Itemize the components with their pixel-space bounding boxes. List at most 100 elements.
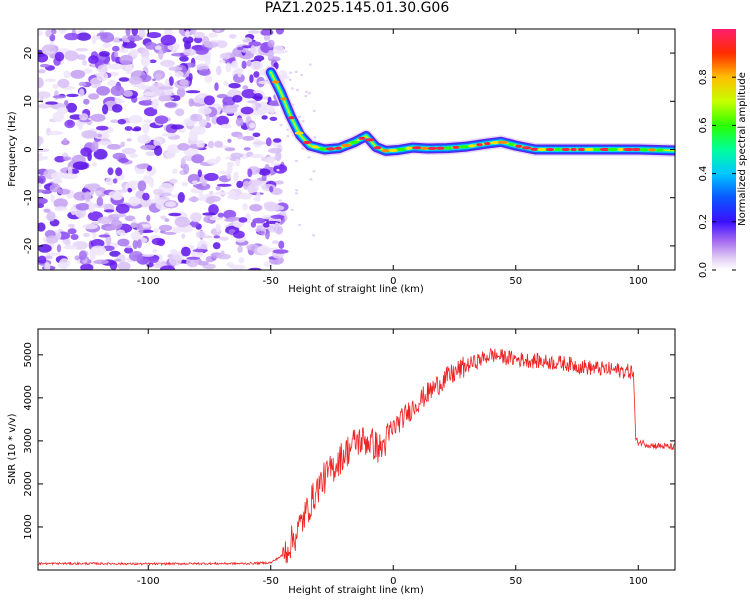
noise-blob	[233, 230, 245, 239]
noise-blob	[179, 79, 189, 86]
noise-blob	[150, 199, 157, 204]
noise-blob	[189, 220, 200, 228]
signal-hotspot	[365, 138, 375, 142]
noise-blob	[115, 167, 123, 177]
noise-blob	[165, 151, 176, 159]
noise-blob	[130, 49, 139, 57]
signal-hotspot	[427, 146, 438, 150]
signal-hotspot	[452, 145, 460, 149]
noise-blob	[219, 53, 231, 60]
noise-blob	[46, 252, 61, 256]
noise-blob	[117, 261, 131, 270]
noise-blob	[216, 40, 228, 49]
noise-blob	[96, 71, 109, 82]
noise-blob	[106, 143, 122, 150]
noise-blob	[103, 209, 115, 213]
noise-blob	[269, 186, 274, 193]
noise-blob	[152, 248, 157, 253]
noise-blob	[41, 50, 56, 54]
signal-hotspot	[272, 80, 280, 84]
noise-blob	[38, 182, 43, 189]
noise-blob	[247, 184, 256, 194]
noise-blob	[242, 37, 253, 44]
noise-blob	[179, 55, 189, 62]
noise-blob	[112, 45, 120, 52]
noise-blob	[63, 70, 71, 79]
noise-blob	[130, 222, 138, 228]
noise-blob	[216, 94, 228, 99]
noise-blob	[247, 30, 261, 34]
signal-hotspot	[545, 147, 555, 152]
noise-blob	[154, 115, 169, 124]
noise-blob	[118, 158, 129, 163]
noise-blob	[248, 179, 262, 186]
noise-blob	[252, 141, 268, 145]
noise-blob	[154, 45, 162, 50]
noise-blob	[148, 257, 159, 264]
spectrogram-y-tick-label: 10	[23, 95, 34, 108]
noise-blob	[50, 194, 55, 203]
noise-blob	[57, 78, 70, 88]
noise-blob	[241, 88, 257, 99]
noise-blob	[46, 211, 56, 222]
noise-blob	[91, 34, 97, 45]
signal-hotspot	[420, 146, 429, 150]
noise-blob	[67, 228, 77, 235]
noise-blob	[218, 170, 233, 175]
noise-blob	[254, 55, 265, 62]
noise-blob	[289, 71, 293, 74]
noise-blob	[267, 147, 282, 154]
noise-blob	[214, 82, 219, 91]
signal-hotspot	[484, 142, 491, 146]
noise-blob	[127, 34, 143, 42]
snr-y-tick-label: 5000	[23, 342, 34, 367]
noise-blob	[177, 143, 190, 151]
spectrogram-x-label: Height of straight line (km)	[288, 284, 424, 295]
noise-blob	[294, 70, 298, 74]
signal-hotspot	[617, 147, 624, 152]
noise-blob	[189, 244, 194, 250]
noise-blob	[83, 68, 93, 74]
noise-blob	[191, 180, 199, 185]
spectrogram-x-tick-label: -50	[263, 276, 279, 287]
noise-blob	[82, 59, 87, 66]
noise-blob	[237, 68, 243, 78]
noise-blob	[97, 64, 109, 74]
signal-hotspot	[623, 147, 634, 152]
snr-frame	[37, 328, 676, 571]
snr-y-tick-label: 4000	[23, 385, 34, 410]
noise-blob	[312, 109, 316, 113]
noise-blob	[188, 132, 199, 142]
noise-blob	[84, 183, 100, 190]
noise-blob	[126, 138, 132, 142]
noise-blob	[236, 180, 244, 188]
noise-blob	[158, 49, 164, 60]
noise-blob	[252, 132, 261, 138]
noise-blob	[107, 79, 117, 87]
signal-hotspot	[537, 147, 548, 152]
signal-hotspot	[577, 147, 586, 152]
noise-blob	[70, 206, 77, 216]
noise-blob	[307, 156, 311, 159]
noise-blob	[275, 222, 279, 225]
noise-blob	[75, 48, 89, 52]
noise-blob	[192, 248, 208, 253]
noise-blob	[142, 192, 150, 201]
noise-blob	[273, 138, 282, 143]
signal-hotspot	[607, 147, 618, 152]
noise-blob	[246, 243, 259, 251]
noise-blob	[176, 87, 186, 98]
noise-blob	[63, 245, 79, 250]
noise-blob	[78, 81, 87, 87]
noise-blob	[164, 102, 177, 108]
noise-blob	[45, 101, 58, 105]
noise-blob	[276, 168, 280, 172]
signal-hotspot	[599, 147, 611, 152]
noise-blob	[226, 262, 235, 268]
signal-hotspot	[340, 143, 352, 147]
signal-hotspot	[373, 146, 382, 150]
noise-blob	[183, 49, 197, 56]
noise-blob	[197, 261, 209, 266]
noise-blob	[290, 208, 294, 212]
